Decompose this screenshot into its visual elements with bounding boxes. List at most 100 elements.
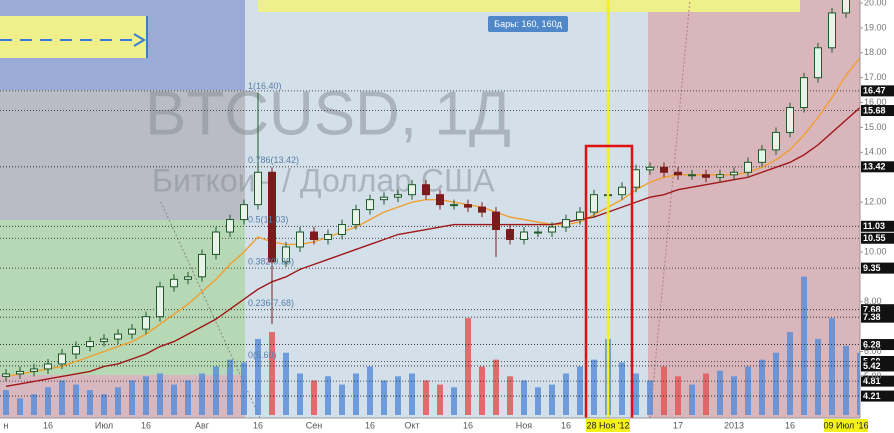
candle-body [464,204,472,208]
x-tick-label: 17 [673,420,683,430]
volume-bar [493,359,499,415]
watermark-title: BTCUSD, 1Д [145,79,511,148]
candle-body [422,184,430,196]
info-label: Бары: 160, 160д [494,19,562,29]
candle-body [170,278,178,288]
volume-bar [563,373,569,415]
x-tick-label: 09 Июл '16 [823,420,868,430]
background-zones [0,0,860,419]
volume-bar [31,394,37,415]
volume-bar [381,380,387,415]
level-label-box [861,390,894,402]
x-tick-label: 16 [463,420,473,430]
volume-bar [59,380,65,415]
volume-bar [773,352,779,415]
volume-bar [829,318,835,415]
volume-bar [591,359,597,415]
volume-bar [689,384,695,415]
volume-bar [311,380,317,415]
volume-bar [745,366,751,415]
x-tick-label: н [4,420,9,430]
volume-bar [507,376,513,415]
level-label-box [861,339,894,351]
candle-body [2,373,10,377]
candle-body [128,328,136,335]
volume-bar [283,352,289,415]
fib-label: 1(16.40) [248,81,282,91]
volume-bar [101,394,107,415]
fib-label: 0(5.60) [248,350,277,360]
x-tick-label: 28 Ноя '12 [586,420,629,430]
x-label-highlight [586,419,630,432]
candle-body [226,219,234,233]
volume-bar [297,373,303,415]
level-label: 16.47 [863,86,886,96]
volume-bar [521,380,527,415]
y-tick-label: 12.00 [864,197,887,207]
candle-body [72,346,80,355]
volume-bar [339,384,345,415]
volume-bar [675,376,681,415]
candle-body [436,194,444,206]
volume-bar [269,332,275,415]
x-tick-label: 16 [141,420,151,430]
x-tick-label: Сен [306,420,323,430]
volume-bar [171,384,177,415]
candle-body [352,209,360,226]
volume-bar [157,373,163,415]
candle-body [114,333,122,340]
candle-layer [2,0,860,388]
x-tick-label: Авг [195,420,210,430]
candle-body [618,186,626,196]
x-tick-label: 16 [365,420,375,430]
y-tick-label: 17.00 [864,72,887,82]
candle-body [758,149,766,163]
trend-line [649,0,691,419]
volume-bar [479,366,485,415]
volume-bar [843,345,849,415]
x-tick-label: 16 [785,420,795,430]
arrow-head [133,33,146,47]
candle-body [366,199,374,211]
candle-body [156,286,164,318]
candle-body [58,353,66,365]
candle-body [548,226,556,233]
candle-body [674,171,682,176]
candle-body [394,194,402,198]
volume-bar [199,373,205,415]
level-label-box [861,161,894,173]
candle-body [240,204,248,221]
volume-bar [129,380,135,415]
y-tick-label: 19.00 [864,22,887,32]
level-label-box [861,304,894,316]
y-tick-label: 20.00 [864,0,887,7]
candle-body [576,211,584,221]
x-label-highlight [824,419,868,432]
candle-body [716,174,724,178]
x-tick-label: Ноя [516,420,533,430]
candle-body [380,196,388,201]
candle-body [772,131,780,151]
level-label-box [861,375,894,387]
volume-bar [367,366,373,415]
x-tick-label: 2013 [724,420,744,430]
level-label: 7.68 [863,305,881,315]
volume-bar [185,380,191,415]
fib-label: 0.786(13.42) [248,155,299,165]
volume-bar [45,387,51,415]
volume-bar [717,370,723,415]
candle-body [478,206,486,213]
volume-bar [143,376,149,415]
level-label: 9.35 [863,263,881,273]
candle-body [86,341,94,348]
volume-bar [227,359,233,415]
candle-body [506,229,514,240]
zone-gray [0,90,245,220]
level-label-box [861,360,894,372]
candle-body [800,77,808,109]
level-label: 4.21 [863,391,881,401]
watermark-subtitle: Биткоин / Доллар США [152,162,495,198]
level-layer [0,90,860,397]
volume-bar [815,338,821,415]
